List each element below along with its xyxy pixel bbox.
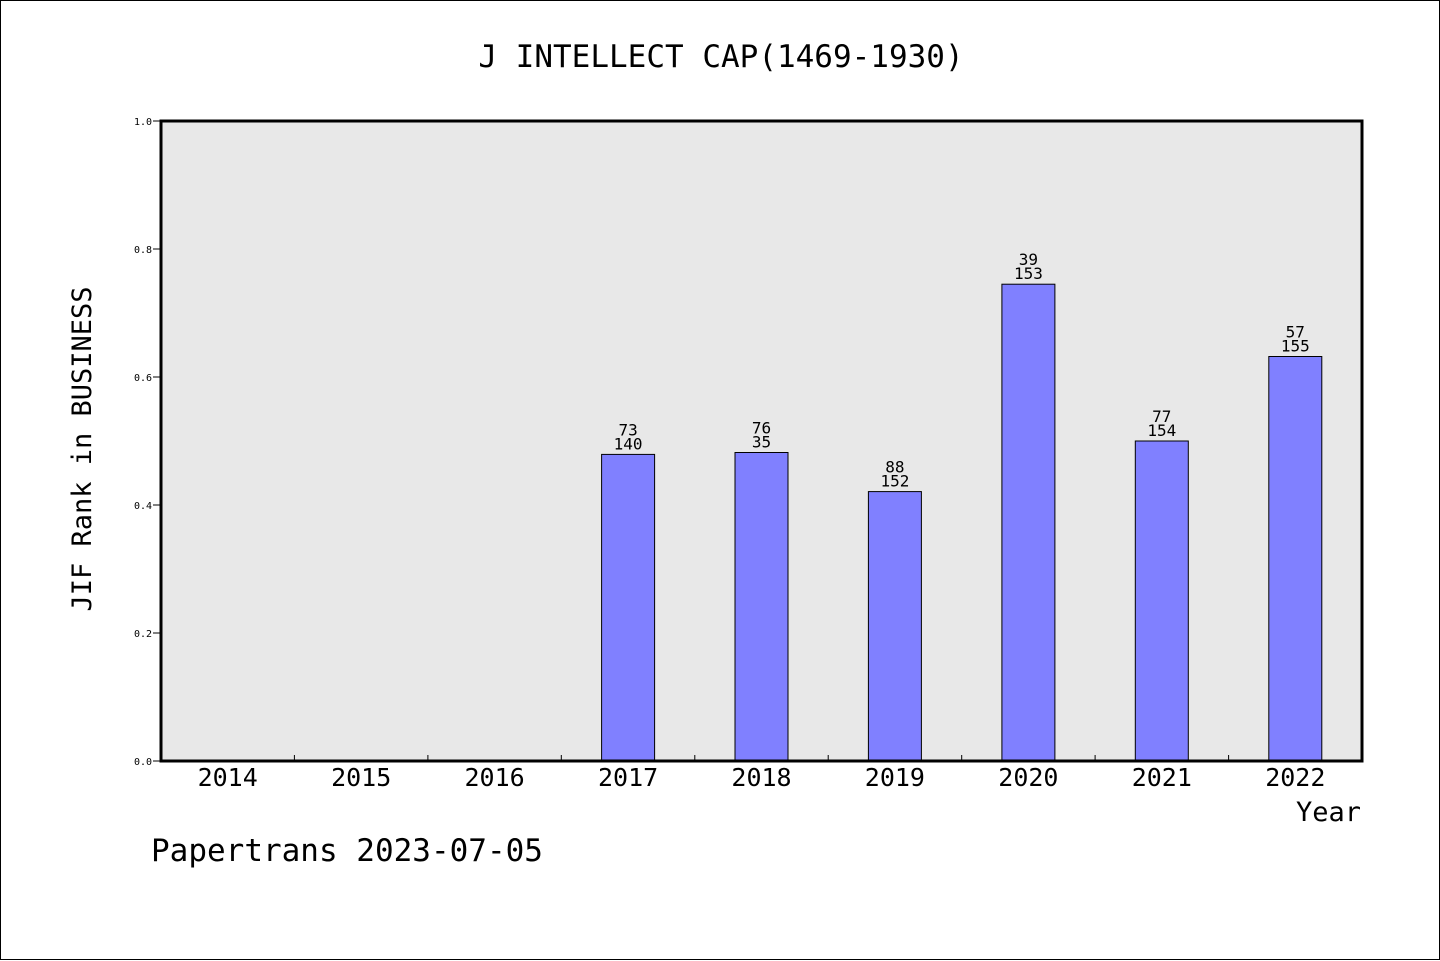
x-axis-ticks: 2014 2015 2016 2017 2018 2019 2020 2021 2022 (198, 755, 1325, 792)
bar-total-label-2022: 155 (1281, 337, 1310, 356)
bar-rank-label-2017: 73 (618, 420, 637, 439)
bar-total-label-2018: 35 (752, 433, 771, 452)
bar-total-label-2021: 154 (1147, 421, 1176, 440)
bar-rank-label-2020: 39 (1019, 250, 1038, 269)
y-axis-label: JIF Rank in BUSINESS (67, 286, 98, 611)
x-tick-label-2016: 2016 (464, 763, 524, 792)
y-tick-label: 0.0 (134, 757, 152, 768)
bar-2018 (734, 452, 789, 762)
x-tick-label-2017: 2017 (598, 763, 658, 792)
bar-2019 (867, 491, 922, 762)
y-tick-label: 0.6 (134, 373, 152, 384)
bar-2021 (1134, 440, 1189, 762)
plot-frame (159, 119, 1364, 763)
bar-2017 (601, 453, 656, 762)
y-tick-label: 1.0 (134, 117, 152, 128)
x-tick-label-2019: 2019 (865, 763, 925, 792)
y-tick-label: 0.4 (134, 501, 152, 512)
y-tick-label: 0.8 (134, 245, 152, 256)
bar-2020 (1001, 283, 1056, 762)
bar-rank-label-2019: 88 (885, 458, 904, 477)
bar-rank-label-2021: 77 (1152, 407, 1171, 426)
x-tick-label-2020: 2020 (998, 763, 1058, 792)
footer-note: Papertrans 2023-07-05 (151, 833, 543, 869)
bar-total-label-2020: 153 (1014, 264, 1043, 283)
bar-rank-label-2022: 57 (1286, 323, 1305, 342)
bar-2022 (1268, 356, 1323, 762)
bar-total-label-2017: 140 (614, 434, 643, 453)
x-tick-label-2022: 2022 (1265, 763, 1325, 792)
y-axis-ticks: 0.0 0.2 0.4 0.6 0.8 1.0 (134, 117, 161, 768)
x-tick-label-2018: 2018 (731, 763, 791, 792)
x-tick-label-2021: 2021 (1132, 763, 1192, 792)
bar-total-label-2019: 152 (880, 472, 909, 491)
chart-title: J INTELLECT CAP(1469-1930) (478, 39, 963, 75)
x-axis-label: Year (1296, 797, 1361, 828)
bar-rank-label-2018: 76 (752, 419, 771, 438)
x-tick-label-2014: 2014 (198, 763, 258, 792)
bars-group (601, 283, 1323, 762)
x-tick-label-2015: 2015 (331, 763, 391, 792)
y-tick-label: 0.2 (134, 629, 152, 640)
